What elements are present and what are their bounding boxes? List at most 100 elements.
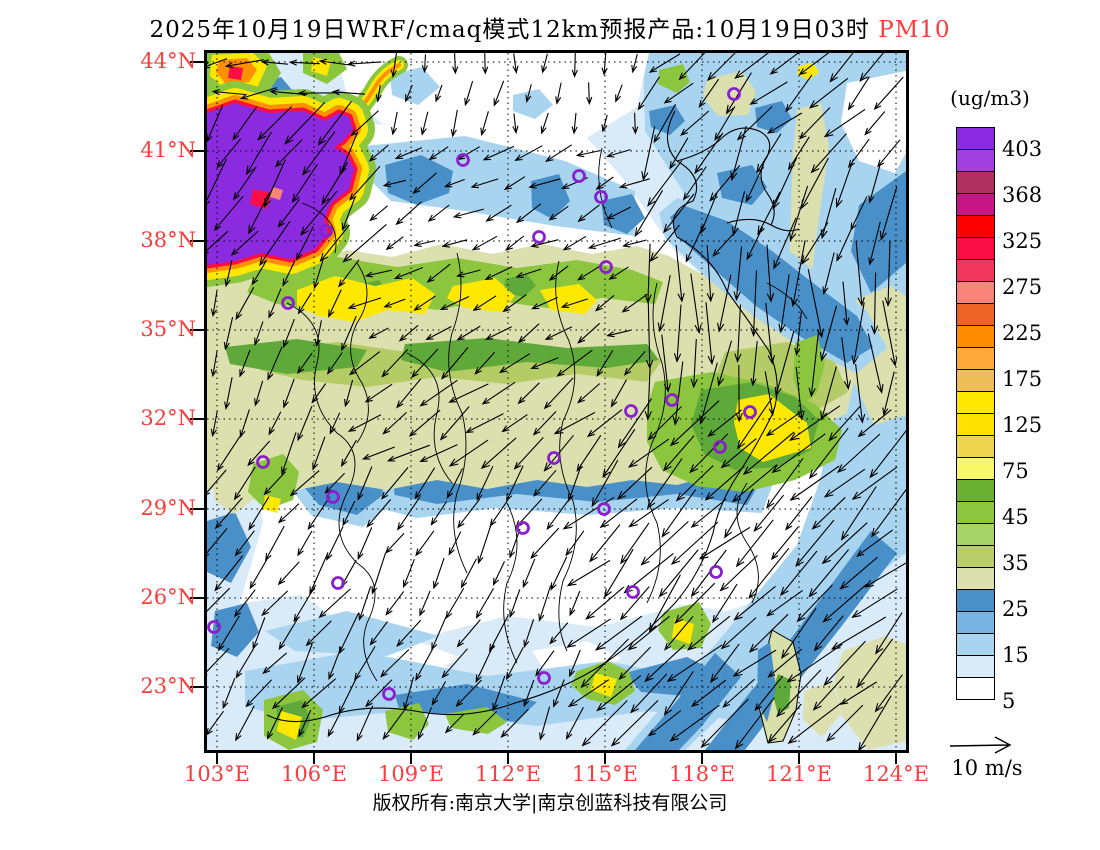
- map-region-steel-bohai: [717, 165, 767, 205]
- y-axis-tick: [190, 686, 204, 688]
- map-region-y-ne: [797, 63, 819, 80]
- legend-value: 15: [1002, 643, 1029, 667]
- legend-value: 5: [1002, 689, 1016, 713]
- legend-cell: [956, 611, 995, 634]
- city-marker: [207, 620, 221, 634]
- x-axis-label: 124°E: [863, 762, 929, 786]
- legend-cell: [956, 303, 995, 326]
- legend-cell: [956, 435, 995, 458]
- legend-cell: [956, 677, 995, 700]
- y-axis-tick: [190, 329, 204, 331]
- legend-cell: [956, 237, 995, 260]
- legend-cell: [956, 457, 995, 480]
- legend-cell: [956, 127, 995, 150]
- map-region-dg-dot2: [504, 274, 536, 297]
- city-marker: [626, 585, 640, 599]
- x-axis-label: 103°E: [184, 762, 250, 786]
- x-axis-label: 121°E: [766, 762, 832, 786]
- x-axis-tick: [798, 753, 800, 764]
- map-region-y-n3: [540, 284, 597, 314]
- legend-cell: [956, 633, 995, 656]
- city-marker: [537, 671, 551, 685]
- city-marker: [594, 190, 608, 204]
- legend-cell: [956, 369, 995, 392]
- city-marker: [319, 224, 333, 238]
- map-region-y-east: [734, 394, 811, 462]
- coastline: [726, 218, 800, 232]
- city-marker: [256, 455, 270, 469]
- province-border: [766, 282, 808, 320]
- x-axis-label: 115°E: [572, 762, 638, 786]
- province-border: [503, 502, 518, 664]
- city-marker: [599, 260, 613, 274]
- map-region-lblue-dot1: [390, 67, 440, 105]
- wind-scale-label: 10 m/s: [951, 756, 1023, 780]
- map-region-lblue-dot2: [513, 89, 553, 119]
- x-axis-label: 106°E: [281, 762, 347, 786]
- pollutant-label: PM10: [869, 17, 951, 43]
- x-axis-tick: [313, 753, 315, 764]
- map-region-dust-core-purple: [207, 103, 354, 265]
- legend-value: 403: [1002, 137, 1043, 161]
- map-region-steel-scoast1: [395, 684, 537, 722]
- y-axis-label: 23°N: [140, 674, 196, 698]
- map-region-steel-w1: [207, 512, 251, 583]
- map-region-y-n2: [447, 278, 515, 312]
- map-region-y-fujian: [672, 618, 694, 644]
- legend-value: 75: [1002, 459, 1029, 483]
- city-marker: [281, 296, 295, 310]
- legend-value: 25: [1002, 597, 1029, 621]
- map-region-steel-n1: [385, 155, 453, 205]
- y-axis-tick: [190, 508, 204, 510]
- color-legend: [956, 127, 995, 700]
- province-borders: [286, 147, 808, 682]
- y-axis-tick: [190, 418, 204, 420]
- y-axis-label: 26°N: [140, 585, 196, 609]
- province-border: [448, 252, 468, 574]
- legend-cell: [956, 347, 995, 370]
- y-axis-label: 32°N: [140, 406, 196, 430]
- copyright-footer: 版权所有:南京大学|南京创蓝科技有限公司: [372, 792, 728, 814]
- map-region-khaki-se2: [803, 681, 841, 737]
- legend-cell: [956, 545, 995, 568]
- y-axis-tick: [190, 150, 204, 152]
- legend-value: 35: [1002, 551, 1029, 575]
- legend-cell: [956, 215, 995, 238]
- x-axis-label: 118°E: [669, 762, 735, 786]
- city-marker: [532, 230, 546, 244]
- legend-cell: [956, 171, 995, 194]
- province-border: [286, 302, 378, 682]
- city-marker: [572, 169, 586, 183]
- city-marker: [516, 521, 530, 535]
- title-text: 2025年10月19日WRF/cmaq模式12km预报产品:10月19日03时: [149, 17, 870, 43]
- x-axis-tick: [604, 753, 606, 764]
- city-marker: [597, 502, 611, 516]
- map-region-dg-band1: [225, 339, 367, 374]
- x-axis-tick: [895, 753, 897, 764]
- legend-cell: [956, 479, 995, 502]
- wind-field: [207, 53, 906, 750]
- city-marker: [331, 576, 345, 590]
- legend-cell: [956, 589, 995, 612]
- legend-value: 368: [1002, 183, 1043, 207]
- city-marker: [727, 87, 741, 101]
- legend-cell: [956, 523, 995, 546]
- city-markers: [207, 87, 757, 701]
- city-marker: [456, 153, 470, 167]
- province-border: [736, 482, 759, 604]
- map-region-lblue-southcoast: [245, 651, 765, 726]
- city-marker: [547, 451, 561, 465]
- legend-cell: [956, 259, 995, 282]
- y-axis-label: 38°N: [140, 228, 196, 252]
- map-region-white-centralsouth: [262, 480, 722, 639]
- legend-cell: [956, 149, 995, 172]
- x-axis-label: 112°E: [475, 762, 541, 786]
- city-marker: [743, 405, 757, 419]
- city-marker: [624, 404, 638, 418]
- map-region-steel-ysea: [670, 206, 873, 363]
- legend-value: 325: [1002, 229, 1043, 253]
- city-marker: [709, 565, 723, 579]
- wind-scale-arrow: [949, 736, 1012, 754]
- legend-cell: [956, 501, 995, 524]
